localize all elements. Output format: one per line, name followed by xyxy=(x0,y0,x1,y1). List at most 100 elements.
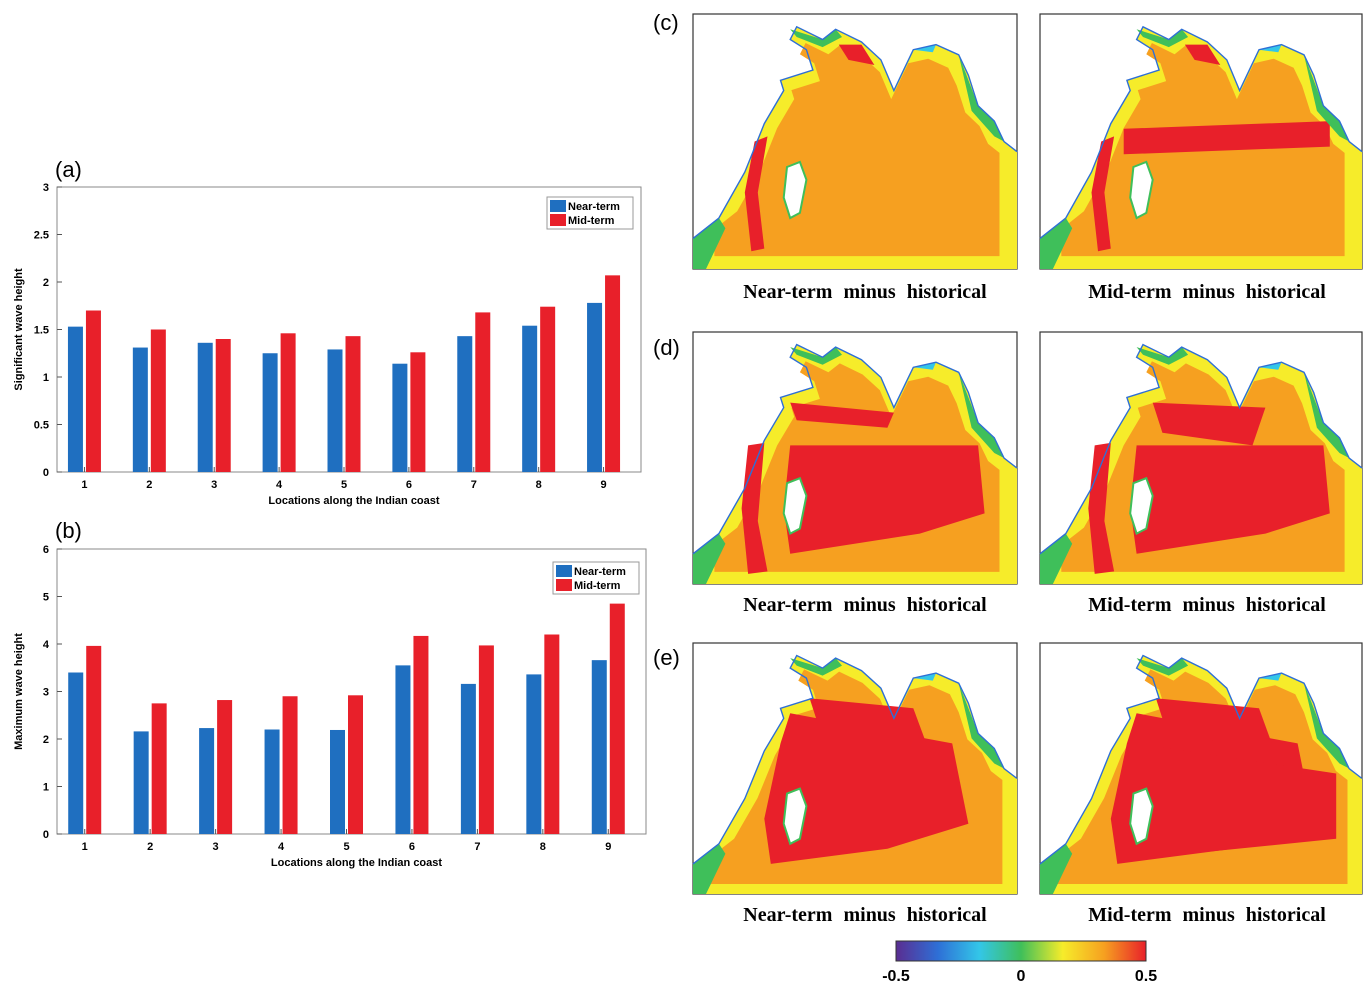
legend: Near-term Mid-term xyxy=(552,561,640,595)
map-zone xyxy=(764,713,969,864)
bar-near-term-1 xyxy=(68,672,84,834)
legend: Near-term Mid-term xyxy=(546,196,634,230)
bar-mid-term-9 xyxy=(609,603,625,834)
bar-mid-term-5 xyxy=(348,695,363,834)
bar-mid-term-1 xyxy=(85,310,101,472)
map-zone xyxy=(1152,402,1266,446)
bar-near-term-9 xyxy=(591,660,607,834)
bar-near-term-2 xyxy=(132,347,148,472)
bar-mid-term-6 xyxy=(410,352,426,472)
bar-mid-term-7 xyxy=(478,645,494,834)
map-zone xyxy=(790,347,842,365)
bar-mid-term-2 xyxy=(150,329,166,472)
bar-mid-term-3 xyxy=(215,339,231,472)
legend-swatch xyxy=(556,565,572,577)
y-tick-label: 6 xyxy=(43,544,49,556)
bar-mid-term-9 xyxy=(605,275,621,472)
island xyxy=(1129,476,1154,536)
bar-mid-term-2 xyxy=(151,703,167,834)
map-zone xyxy=(1155,698,1272,744)
x-tick-label: 4 xyxy=(276,479,283,491)
bar-near-term-8 xyxy=(522,325,538,472)
bar-mid-term-4 xyxy=(280,333,296,472)
bar-near-term-4 xyxy=(264,729,280,834)
y-tick-label: 5 xyxy=(43,592,49,604)
x-tick-label: 7 xyxy=(471,479,477,491)
map-zone xyxy=(1040,843,1073,894)
bar-mid-term-5 xyxy=(345,336,361,472)
y-tick-label: 1.5 xyxy=(34,325,49,337)
x-tick-label: 9 xyxy=(605,841,611,853)
bar-near-term-6 xyxy=(392,363,408,472)
colorbar-tick-label: 0 xyxy=(1017,968,1026,985)
legend-label: Mid-term xyxy=(568,215,615,227)
coastline xyxy=(1039,343,1363,555)
bar-near-term-4 xyxy=(262,353,278,472)
bar-near-term-7 xyxy=(457,336,473,472)
map-caption: Mid-term minus historical xyxy=(1088,281,1326,303)
map-panel xyxy=(692,13,1018,270)
x-tick-label: 4 xyxy=(278,841,285,853)
legend-label: Near-term xyxy=(574,566,626,578)
x-axis-label: Locations along the Indian coast xyxy=(271,857,442,869)
x-tick-label: 6 xyxy=(409,841,415,853)
map-zone xyxy=(1091,136,1115,252)
legend-label: Near-term xyxy=(568,201,620,213)
y-tick-label: 3 xyxy=(43,182,49,194)
y-tick-label: 0 xyxy=(43,467,49,479)
map-zone xyxy=(790,402,894,428)
island xyxy=(782,160,808,220)
coastline xyxy=(1039,654,1363,865)
x-tick-label: 2 xyxy=(147,841,153,853)
x-tick-label: 5 xyxy=(343,841,349,853)
island xyxy=(1129,160,1154,220)
map-zone xyxy=(1123,121,1330,155)
coastline xyxy=(1039,25,1363,239)
bar-near-term-2 xyxy=(133,731,149,834)
x-tick-label: 9 xyxy=(600,479,606,491)
map-caption: Mid-term minus historical xyxy=(1088,594,1326,616)
map-panel xyxy=(692,642,1018,895)
map-zone xyxy=(1130,445,1330,554)
map-zone xyxy=(1184,44,1221,65)
bar-mid-term-3 xyxy=(217,700,233,834)
bar-near-term-6 xyxy=(395,665,411,834)
legend-swatch xyxy=(556,579,572,591)
bar-mid-term-6 xyxy=(413,635,429,834)
x-tick-label: 3 xyxy=(211,479,217,491)
bar-mid-term-8 xyxy=(540,306,556,472)
colorbar-tick-label: 0.5 xyxy=(1135,968,1157,985)
bar-chart-a: (a) 0 0.5 1 1.5 2 2.5 3 1 2 3 4 5 6 7 8 9 Locations along… xyxy=(13,157,642,507)
y-tick-label: 2.5 xyxy=(34,230,49,242)
y-tick-label: 1 xyxy=(43,372,49,384)
y-tick-label: 1 xyxy=(43,782,49,794)
bar-near-term-3 xyxy=(197,342,213,472)
panel-label-b: (b) xyxy=(55,518,82,543)
bar-mid-term-7 xyxy=(475,312,491,472)
x-tick-label: 1 xyxy=(82,841,88,853)
map-caption: Near-term minus historical xyxy=(743,281,987,303)
x-tick-label: 8 xyxy=(536,479,542,491)
coastline xyxy=(692,654,1018,865)
map-caption: Near-term minus historical xyxy=(743,904,987,926)
map-zone xyxy=(1136,658,1189,676)
map-panel xyxy=(1039,331,1363,585)
x-tick-label: 5 xyxy=(341,479,347,491)
map-row-2: (d) Near-term minus historical Mid-term mi… xyxy=(653,331,1363,616)
coastline xyxy=(692,25,1018,239)
y-tick-label: 4 xyxy=(43,639,50,651)
y-tick-label: 2 xyxy=(43,734,49,746)
map-row-3: (e) Near-term minus historical Mid-term mi… xyxy=(653,642,1363,926)
map-caption: Mid-term minus historical xyxy=(1088,904,1326,926)
colorbar: -0.5 0 0.5 xyxy=(882,940,1157,985)
map-zone xyxy=(693,843,726,894)
y-axis-label: Maximum wave height xyxy=(13,633,25,750)
map-zone xyxy=(693,533,726,584)
island xyxy=(782,476,808,536)
bar-mid-term-4 xyxy=(282,696,298,834)
y-tick-label: 3 xyxy=(43,687,49,699)
island xyxy=(782,787,808,846)
bar-mid-term-8 xyxy=(544,634,560,834)
legend-label: Mid-term xyxy=(574,580,621,592)
